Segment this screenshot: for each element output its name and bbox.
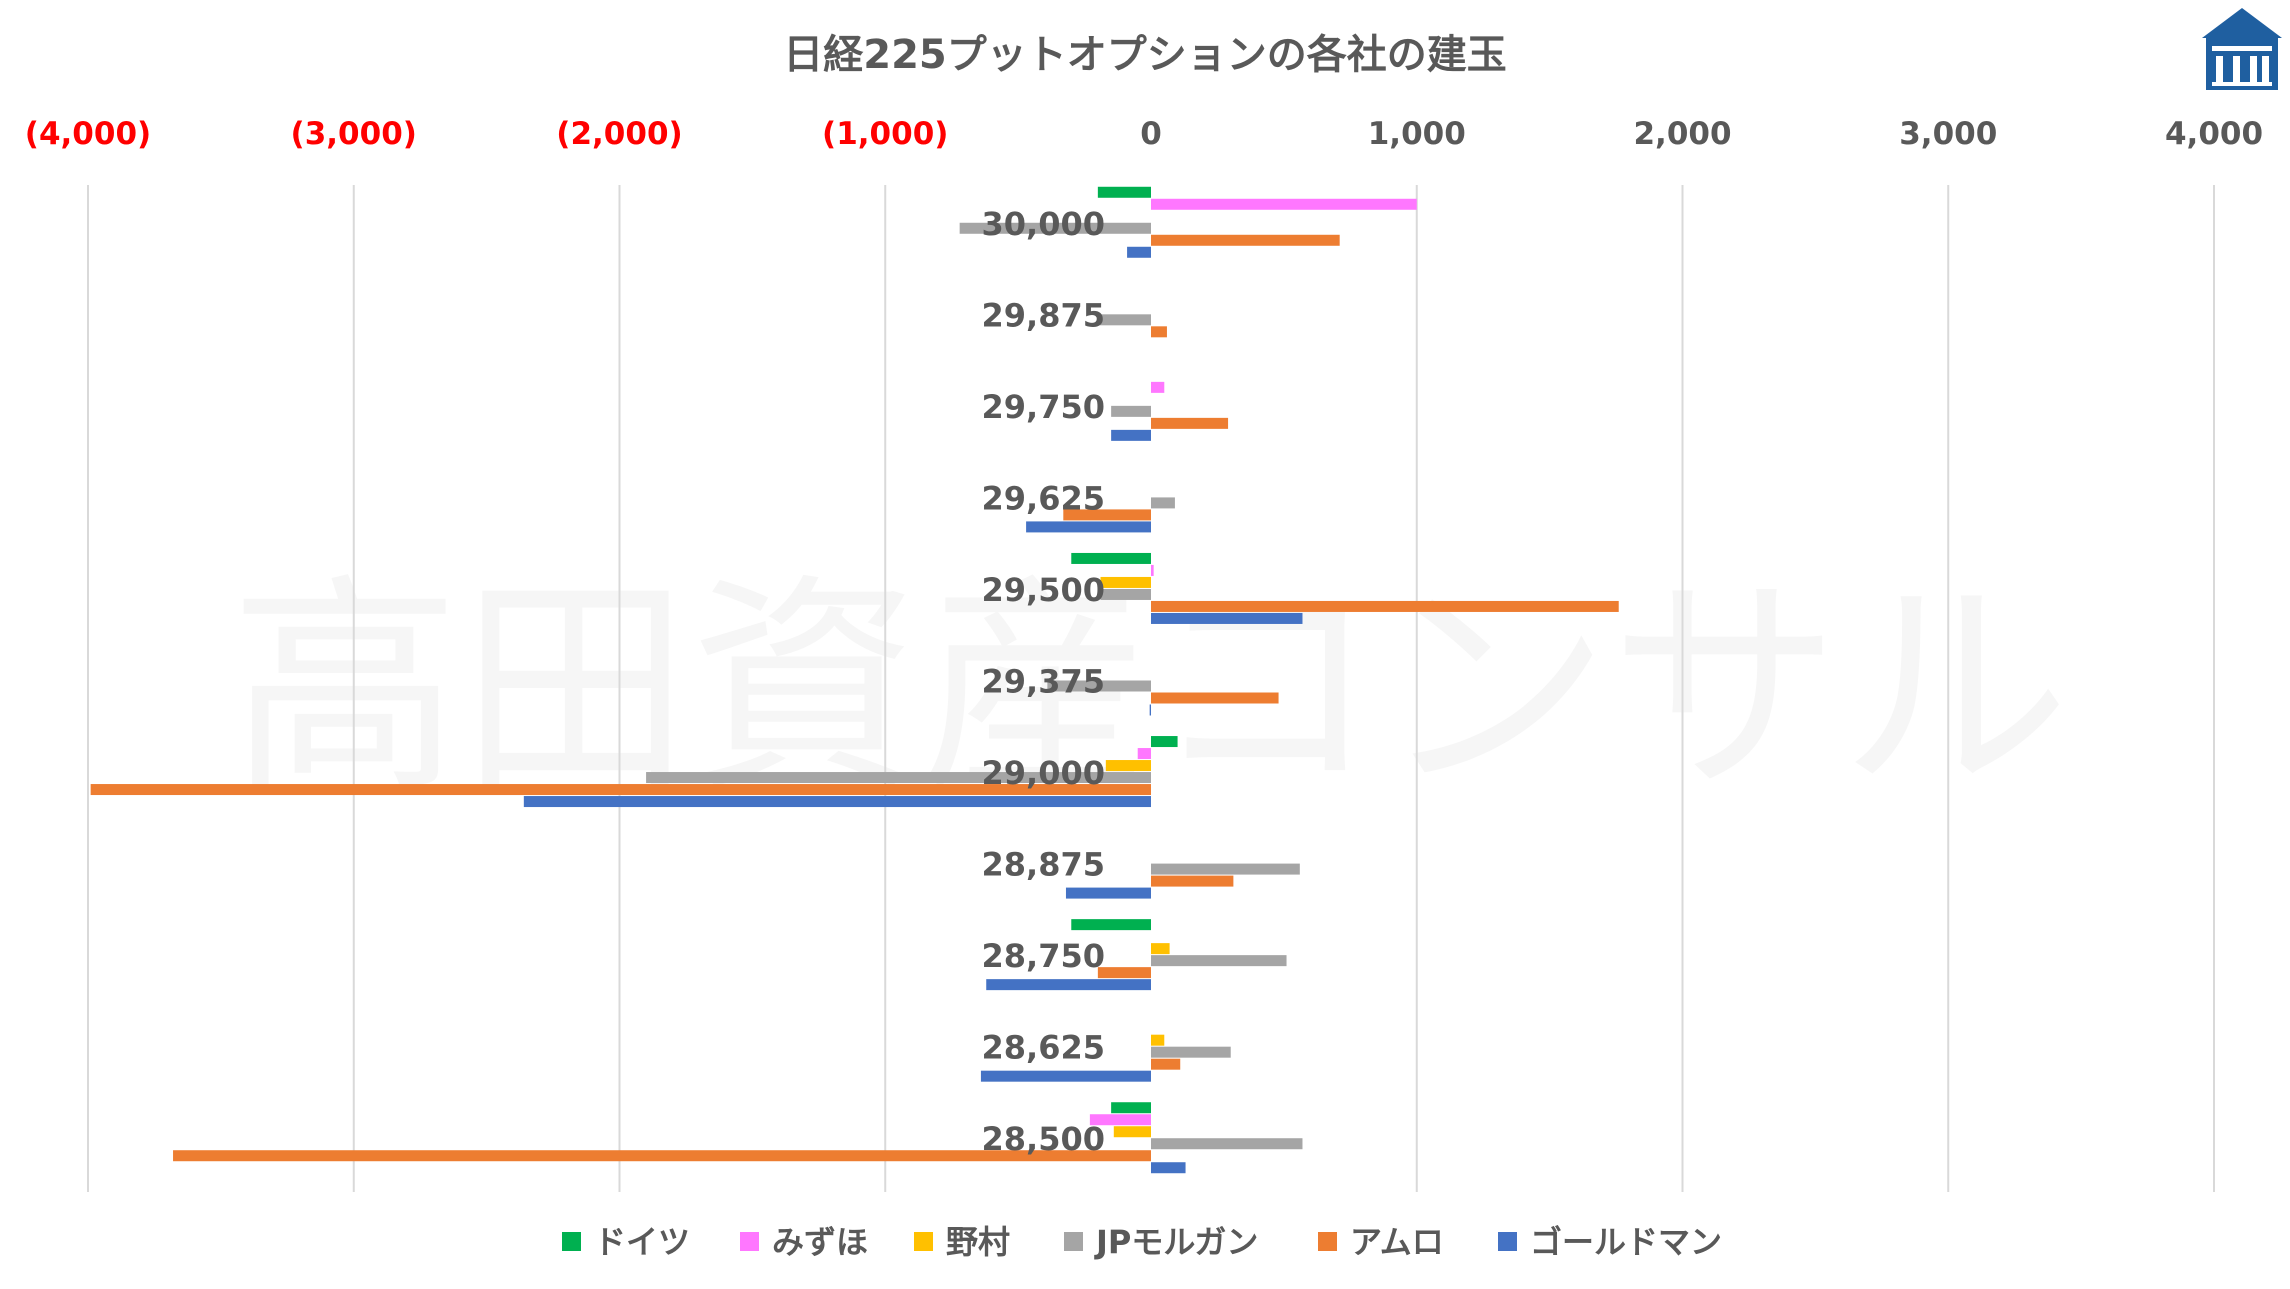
bar bbox=[1026, 521, 1151, 533]
category-label: 29,375 bbox=[982, 663, 1105, 701]
legend-swatch bbox=[1318, 1232, 1337, 1251]
legend-label: JPモルガン bbox=[1094, 1223, 1258, 1261]
bar bbox=[959, 222, 1151, 234]
bar bbox=[523, 796, 1151, 808]
category-labels: 30,000 29,875 29,750 29,625 29,500 29,375 29,0… bbox=[982, 205, 1105, 1158]
bar bbox=[1151, 875, 1234, 887]
bar bbox=[1151, 863, 1300, 875]
bar bbox=[1151, 1058, 1181, 1070]
x-tick-label: 1,000 bbox=[1368, 116, 1466, 152]
bar bbox=[1065, 887, 1151, 899]
logo-roof bbox=[2202, 8, 2282, 38]
bar bbox=[1151, 600, 1619, 612]
category-label: 29,625 bbox=[982, 479, 1105, 517]
category-label: 28,500 bbox=[982, 1120, 1105, 1158]
legend-swatch bbox=[562, 1232, 581, 1251]
legend-swatch bbox=[914, 1232, 933, 1251]
bar bbox=[646, 772, 1151, 784]
bar bbox=[1047, 680, 1151, 692]
legend-label: アムロ bbox=[1350, 1223, 1444, 1261]
category-label: 29,500 bbox=[982, 571, 1105, 609]
bar bbox=[1151, 381, 1165, 393]
bar bbox=[1137, 748, 1151, 760]
bar bbox=[1097, 967, 1151, 979]
legend-swatch bbox=[740, 1232, 759, 1251]
bar bbox=[1151, 955, 1287, 967]
bar bbox=[1100, 576, 1151, 588]
x-tick-label: (2,000) bbox=[556, 116, 682, 152]
logo bbox=[2202, 8, 2282, 90]
x-tick-label: (1,000) bbox=[822, 116, 948, 152]
x-tick-label: 4,000 bbox=[2165, 116, 2263, 152]
category-label: 29,750 bbox=[982, 388, 1105, 426]
bar bbox=[1151, 692, 1279, 704]
x-tick-label: 3,000 bbox=[1899, 116, 1997, 152]
legend-label: ドイツ bbox=[594, 1223, 690, 1261]
bars bbox=[90, 186, 1619, 1174]
category-label: 28,750 bbox=[982, 937, 1105, 975]
bar bbox=[1063, 509, 1151, 521]
bar bbox=[173, 1150, 1152, 1162]
legend: ドイツ みずほ 野村 JPモルガン アムロ ゴールドマン bbox=[562, 1223, 1722, 1261]
bar bbox=[980, 1070, 1151, 1082]
legend-swatch bbox=[1064, 1232, 1083, 1251]
category-label: 29,000 bbox=[982, 754, 1105, 792]
bar bbox=[1151, 1046, 1231, 1058]
x-axis-ticks: (4,000) (3,000) (2,000) (1,000) 0 1,000 2,000 3… bbox=[25, 116, 2263, 152]
bar bbox=[1151, 612, 1303, 624]
bar bbox=[1151, 736, 1178, 748]
bar bbox=[1151, 417, 1229, 429]
chart-title: 日経225プットオプションの各社の建玉 bbox=[783, 32, 1507, 78]
legend-label: みずほ bbox=[772, 1223, 868, 1261]
bar bbox=[1151, 1138, 1303, 1150]
bar bbox=[1151, 564, 1154, 576]
bar bbox=[1151, 234, 1340, 246]
bar bbox=[1151, 326, 1167, 338]
bar bbox=[1151, 497, 1175, 509]
bar bbox=[986, 979, 1151, 991]
bar bbox=[1097, 314, 1151, 326]
category-label: 30,000 bbox=[982, 205, 1105, 243]
bar bbox=[1111, 1102, 1151, 1114]
bar bbox=[1097, 186, 1151, 198]
bar bbox=[1071, 919, 1151, 931]
bar bbox=[1113, 1126, 1151, 1138]
bar bbox=[1151, 1162, 1186, 1174]
legend-label: 野村 bbox=[946, 1223, 1010, 1261]
bar bbox=[1111, 405, 1151, 417]
bar bbox=[1111, 429, 1151, 441]
bar bbox=[1151, 943, 1170, 955]
bar bbox=[1127, 246, 1151, 258]
bar bbox=[1151, 198, 1417, 210]
gridlines bbox=[87, 185, 2215, 1192]
legend-label: ゴールドマン bbox=[1530, 1223, 1722, 1261]
x-tick-label: 0 bbox=[1140, 116, 1162, 152]
category-label: 28,625 bbox=[982, 1029, 1105, 1067]
x-tick-label: (3,000) bbox=[291, 116, 417, 152]
bar bbox=[1151, 1034, 1165, 1046]
bar bbox=[1089, 1114, 1151, 1126]
bar bbox=[1105, 760, 1151, 772]
legend-swatch bbox=[1498, 1232, 1517, 1251]
bar bbox=[90, 784, 1152, 796]
category-label: 28,875 bbox=[982, 846, 1105, 884]
category-label: 29,875 bbox=[982, 296, 1105, 334]
x-tick-label: (4,000) bbox=[25, 116, 151, 152]
x-tick-label: 2,000 bbox=[1633, 116, 1731, 152]
bar bbox=[1071, 552, 1151, 564]
bar bbox=[1149, 704, 1151, 716]
bar bbox=[1100, 588, 1151, 600]
